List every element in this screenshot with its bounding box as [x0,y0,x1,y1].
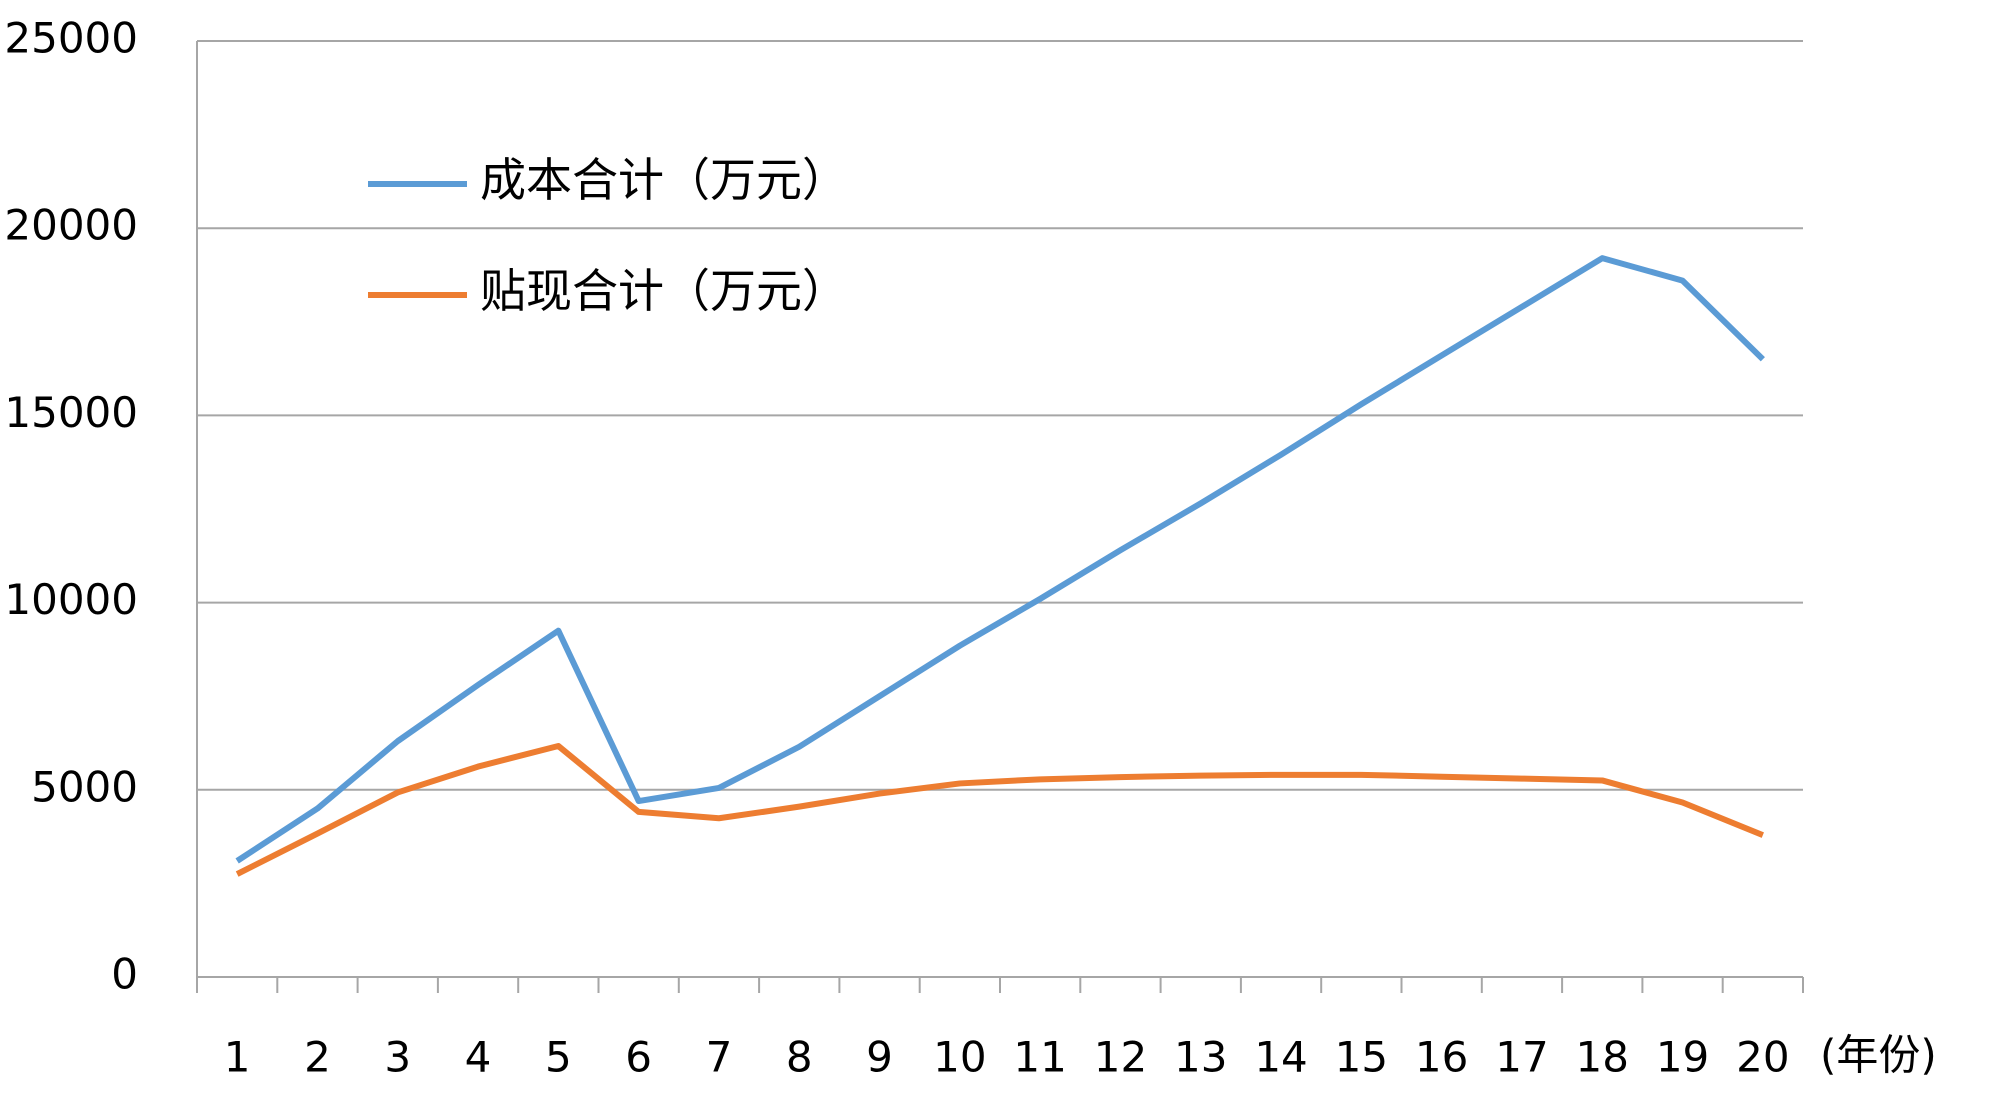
x-axis-label: (年份) [1820,1031,1937,1080]
y-tick-label: 25000 [4,14,138,63]
x-tick-label: 15 [1335,1033,1388,1082]
x-tick-label: 16 [1415,1033,1468,1082]
x-tick-label: 17 [1495,1033,1548,1082]
x-tick-label: 2 [304,1033,331,1082]
y-tick-label: 15000 [4,388,138,437]
x-tick-label: 14 [1254,1033,1307,1082]
x-tick-label: 12 [1094,1033,1147,1082]
legend-text: 贴现合计（万元） [480,264,848,318]
x-tick-label: 6 [625,1033,652,1082]
series-line [235,742,1764,877]
x-tick-label: 11 [1013,1033,1066,1082]
y-tick-label: 5000 [31,762,138,811]
x-tick-label: 13 [1174,1033,1227,1082]
x-tick-label: 5 [545,1033,572,1082]
y-tick-label: 20000 [4,201,138,250]
x-tick-label: 10 [933,1033,986,1082]
x-tick-label: 18 [1576,1033,1629,1082]
series-line [235,255,1765,864]
x-tick-label: 9 [866,1033,893,1082]
x-tick-label: 20 [1736,1033,1789,1082]
x-tick-label: 7 [706,1033,733,1082]
legend-text: 成本合计（万元） [480,153,848,207]
x-tick-label: 4 [465,1033,492,1082]
x-tick-label: 3 [384,1033,411,1082]
y-tick-label: 10000 [4,575,138,624]
y-tick-label: 0 [111,950,138,999]
x-tick-label: 19 [1656,1033,1709,1082]
x-tick-label: 8 [786,1033,813,1082]
x-tick-label: 1 [224,1033,251,1082]
